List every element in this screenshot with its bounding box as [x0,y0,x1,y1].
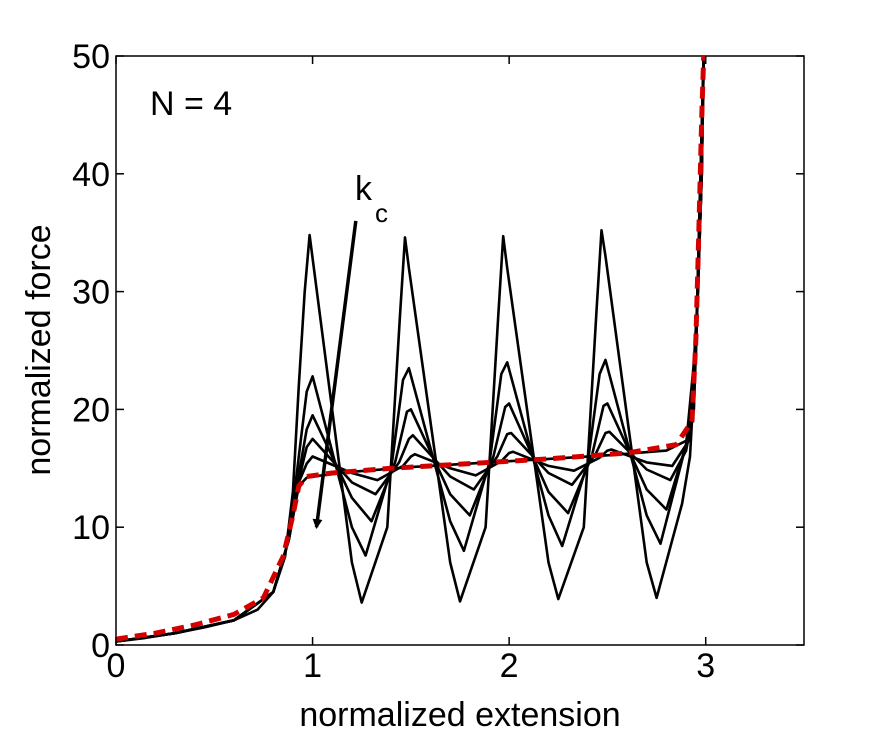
x-tick-label: 2 [500,647,519,685]
series-line-5 [116,55,705,643]
series-line-4 [116,55,705,643]
y-axis-label: normalized force [20,224,58,475]
y-tick-label: 20 [72,391,110,429]
n-annotation: N = 4 [150,85,232,123]
y-tick-label: 30 [72,274,110,312]
y-tick-label: 10 [72,509,110,547]
series-line-2 [116,55,705,643]
series-layer [116,55,707,643]
series-line-1 [116,55,705,643]
kc-arrow [312,220,358,530]
plot-frame [115,55,805,646]
x-tick-label: 1 [303,647,322,685]
kc-arrow-line [312,220,358,530]
y-tick-label: 40 [72,156,110,194]
series-line-3 [116,55,705,643]
x-tick-label: 3 [696,647,715,685]
y-tick-label: 50 [72,38,110,76]
kc-label: k [355,170,373,208]
reference-series-line [116,55,707,642]
x-tick-label: 0 [107,647,126,685]
x-axis-label: normalized extension [299,696,620,734]
kc-label-subscript: c [375,198,388,228]
series-line-6 [116,55,705,643]
y-tick-label: 0 [91,627,110,665]
